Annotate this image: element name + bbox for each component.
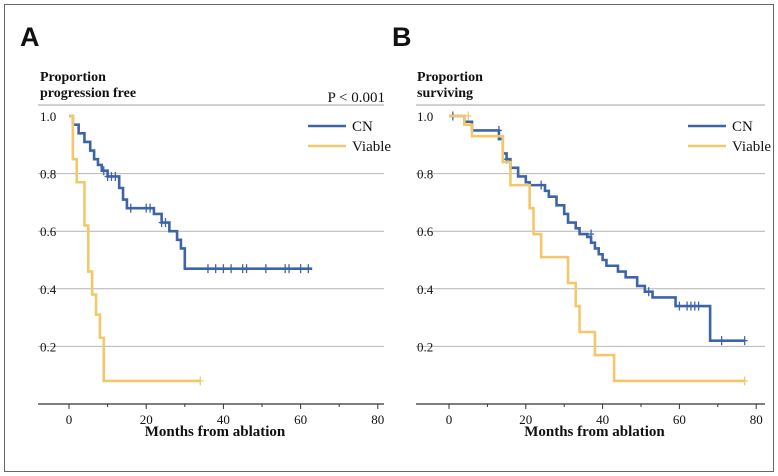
panel-letter-b: B: [392, 22, 412, 52]
y-tick-label: 0.6: [417, 224, 434, 239]
x-tick-label: 80: [371, 412, 384, 427]
x-tick-label: 80: [750, 412, 763, 427]
legend-label-viable: Viable: [352, 139, 391, 155]
y-tick-label: 0.8: [40, 167, 56, 182]
series-line-cn: [69, 114, 313, 270]
x-tick-label: 40: [217, 412, 230, 427]
x-axis-label: Months from ablation: [145, 424, 286, 440]
x-tick-label: 20: [140, 412, 153, 427]
y-tick-label: 1.0: [40, 109, 56, 124]
p-value-annotation: P < 0.001: [328, 90, 386, 106]
series-line-viable: [69, 114, 201, 383]
series-line-viable: [449, 114, 745, 383]
x-axis-label: Months from ablation: [524, 424, 665, 440]
x-tick-label: 60: [294, 412, 307, 427]
x-tick-label: 0: [66, 412, 73, 427]
legend-label-cn: CN: [732, 119, 753, 135]
x-tick-label: 60: [673, 412, 686, 427]
y-tick-label: 0.2: [40, 339, 56, 354]
panel-letter-a: A: [20, 22, 40, 52]
y-axis-label-line-1: Proportion: [417, 70, 483, 85]
x-tick-label: 40: [596, 412, 609, 427]
y-tick-label: 0.4: [40, 282, 57, 297]
y-axis-label-line-1: Proportion: [40, 70, 106, 85]
y-tick-label: 0.8: [417, 167, 433, 182]
y-axis-label-line-2: surviving: [417, 86, 473, 101]
x-tick-label: 20: [519, 412, 532, 427]
y-tick-label: 0.6: [40, 224, 57, 239]
y-tick-label: 1.0: [417, 109, 433, 124]
y-tick-label: 0.4: [417, 282, 434, 297]
y-tick-label: 0.2: [417, 339, 433, 354]
series-line-cn: [449, 114, 745, 342]
x-tick-label: 0: [446, 412, 453, 427]
y-axis-label-line-2: progression free: [40, 86, 136, 101]
figure-border: [4, 4, 774, 472]
legend-label-viable: Viable: [732, 139, 771, 155]
legend-label-cn: CN: [352, 119, 373, 135]
